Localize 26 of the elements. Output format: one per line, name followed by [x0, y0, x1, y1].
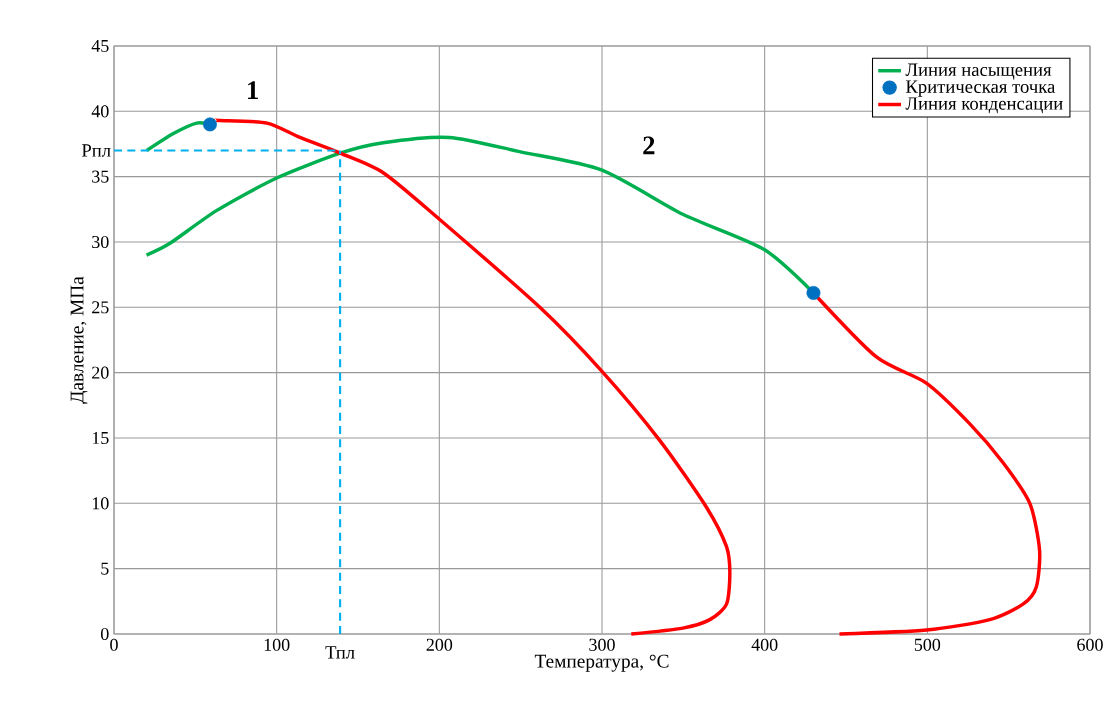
x-tick-label: 400 [751, 638, 778, 651]
x-tick-label: 0 [110, 638, 118, 651]
legend-label: Линия насыщения [905, 63, 1052, 80]
y-axis-title: Давление, МПа [70, 276, 88, 404]
y-tick-label: 45 [91, 39, 109, 52]
x-tick-label: 100 [264, 638, 290, 651]
x-tick-label: 200 [426, 638, 453, 651]
y-tick-label: 30 [92, 235, 109, 249]
x-axis-title: Температура, °C [534, 654, 669, 672]
ref-line-label: Рпл [81, 144, 111, 157]
ref-line-label: Тпл [325, 646, 355, 659]
y-tick-label: 0 [100, 627, 109, 641]
legend-label: Линия конденсации [905, 97, 1063, 114]
y-tick-label: 40 [91, 105, 109, 118]
x-tick-label: 300 [589, 638, 615, 651]
annotation: 2 [643, 136, 655, 155]
y-tick-label: 15 [92, 431, 109, 445]
y-tick-label: 10 [92, 497, 109, 510]
y-tick-label: 5 [101, 562, 109, 575]
annotation: 1 [248, 81, 258, 99]
y-tick-label: 35 [92, 170, 109, 183]
y-tick-label: 20 [92, 366, 109, 379]
legend-label: Критическая точка [905, 80, 1056, 97]
y-tick-label: 25 [92, 301, 109, 314]
x-tick-label: 600 [1077, 638, 1103, 651]
x-tick-label: 500 [914, 638, 941, 651]
